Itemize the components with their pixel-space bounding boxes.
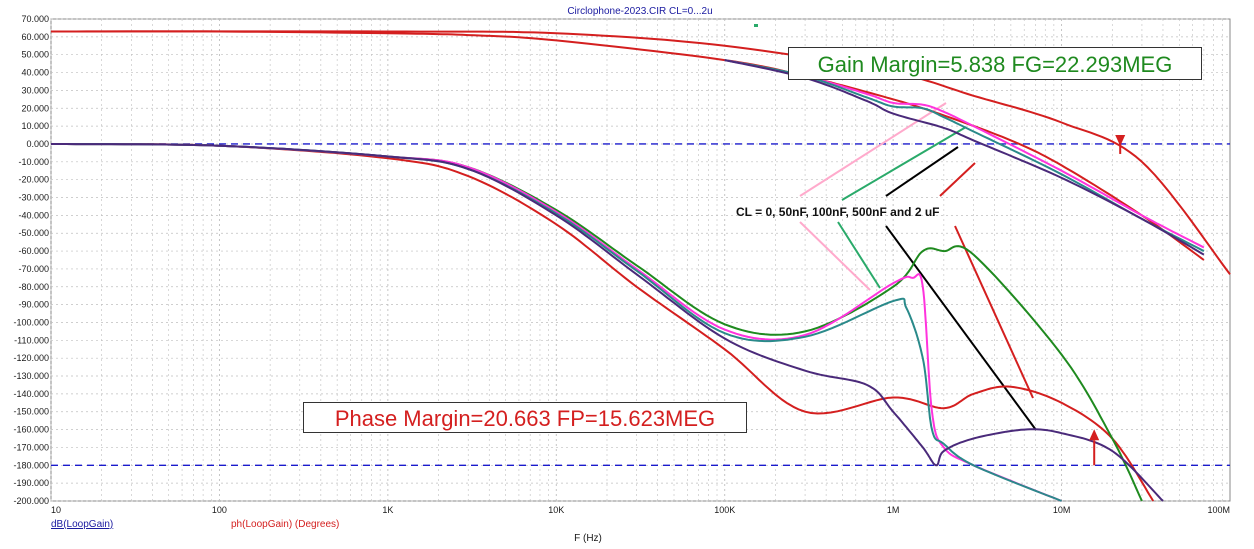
y-tick-label: 40.000 [21, 68, 49, 78]
series-3-line [724, 59, 1205, 249]
legend-gain: dB(LoopGain) [51, 519, 113, 530]
series-6-line [51, 143, 1155, 502]
pointer-line [799, 102, 947, 197]
y-tick-label: -10.000 [18, 157, 49, 167]
y-tick-label: 30.000 [21, 85, 49, 95]
x-tick-labels: 10 100 1K 10K 100K 1M 10M 100M [51, 505, 1230, 515]
y-tick-label: -50.000 [18, 228, 49, 238]
x-tick-label: 1M [887, 505, 900, 515]
y-tick-label: -130.000 [13, 371, 49, 381]
y-tick-label: -30.000 [18, 193, 49, 203]
gain-margin-marker [1115, 134, 1126, 146]
pointer-line [885, 225, 1037, 431]
phase-margin-marker [1089, 429, 1100, 441]
annotation-pointers [799, 102, 1037, 431]
y-tick-label: -190.000 [13, 478, 49, 488]
plot-grid [50, 18, 1231, 502]
y-tick-label: -150.000 [13, 407, 49, 417]
y-tick-label: -200.000 [13, 496, 49, 506]
x-tick-label: 100K [714, 505, 735, 515]
legend-phase: ph(LoopGain) (Degrees) [231, 519, 339, 530]
y-tick-label: 50.000 [21, 50, 49, 60]
series-4-line [724, 59, 1205, 252]
y-tick-label: -170.000 [13, 442, 49, 452]
y-tick-label: 20.000 [21, 103, 49, 113]
pointer-line [939, 162, 976, 197]
y-tick-label: -160.000 [13, 425, 49, 435]
y-tick-label: -90.000 [18, 300, 49, 310]
pointer-line [799, 221, 871, 291]
y-tick-label: 0.000 [26, 139, 49, 149]
y-tick-label: -20.000 [18, 175, 49, 185]
y-tick-label: -180.000 [13, 460, 49, 470]
pointer-line [954, 225, 1034, 399]
y-tick-labels: 70.000 60.000 50.000 40.000 30.000 20.000 10.0… [13, 14, 49, 506]
series-10-line [51, 143, 1164, 502]
y-tick-label: -60.000 [18, 246, 49, 256]
y-tick-label: -100.000 [13, 317, 49, 327]
pointer-line [885, 146, 959, 197]
y-tick-label: -80.000 [18, 282, 49, 292]
x-tick-label: 1K [382, 505, 393, 515]
y-tick-label: -70.000 [18, 264, 49, 274]
y-tick-label: -110.000 [14, 335, 49, 345]
series-5-line [724, 59, 1205, 256]
chart-title: Circlophone-2023.CIR CL=0...2u [567, 6, 712, 17]
phase-margin-label: Phase Margin=20.663 FP=15.623MEG [303, 402, 747, 433]
gain-margin-label: Gain Margin=5.838 FG=22.293MEG [788, 47, 1202, 80]
margin-markers [754, 24, 1126, 466]
x-tick-label: 10M [1053, 505, 1071, 515]
x-axis-label: F (Hz) [574, 533, 602, 544]
y-tick-label: 70.000 [21, 14, 49, 24]
y-tick-label: -40.000 [18, 210, 49, 220]
x-tick-label: 100 [212, 505, 227, 515]
pointer-line [841, 126, 967, 201]
x-tick-label: 10 [51, 505, 61, 515]
y-tick-label: 10.000 [21, 121, 49, 131]
y-tick-label: -120.000 [13, 353, 49, 363]
pointer-line [837, 221, 881, 289]
y-tick-label: 60.000 [21, 32, 49, 42]
capacitance-note: CL = 0, 50nF, 100nF, 500nF and 2 uF [736, 205, 940, 219]
x-tick-label: 10K [548, 505, 564, 515]
x-tick-label: 100M [1207, 505, 1230, 515]
cursor-dot [754, 24, 758, 27]
y-tick-label: -140.000 [13, 389, 49, 399]
reference-lines [51, 143, 1230, 466]
